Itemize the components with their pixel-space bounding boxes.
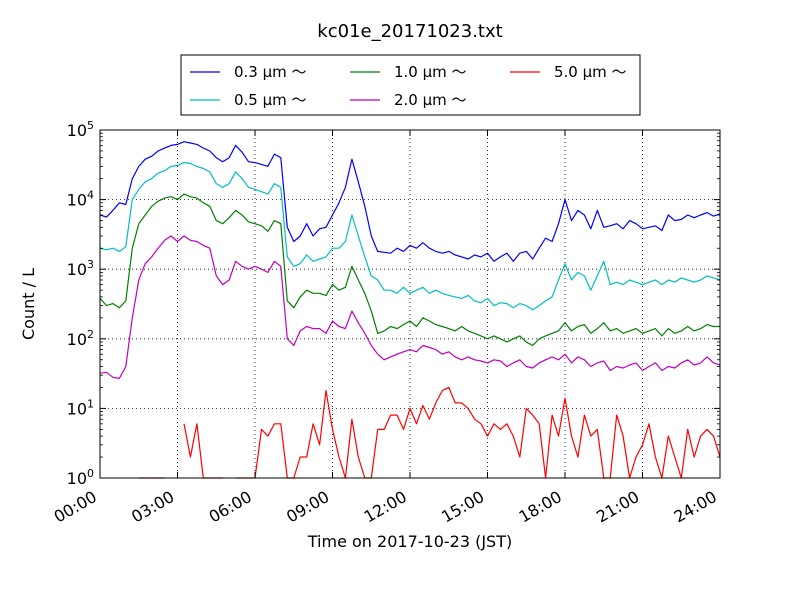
series-line-2 [99,162,721,311]
legend-box [180,54,641,116]
y-tick-label: 101 [67,397,94,418]
y-tick-label: 103 [67,258,94,279]
legend-entry-label: 0.3 μm ～ [234,63,307,81]
y-tick-label: 105 [67,119,94,140]
legend-entry-label: 5.0 μm ～ [554,63,627,81]
legend-entry-label: 0.5 μm ～ [234,91,307,109]
series-line-3 [99,193,720,347]
x-axis-label: Time on 2017-10-23 (JST) [307,532,512,551]
legend-entry-label: 1.0 μm ～ [394,63,467,81]
series-line-1 [99,141,721,262]
y-tick-label: 104 [67,189,94,210]
y-axis-label: Count / L [19,268,38,340]
legend-entry-label: 2.0 μm ～ [394,91,467,109]
y-tick-label: 102 [67,328,94,349]
legend: 0.3 μm ～ 0.5 μm ～ 1.0 μm ～ 2.0 μm ～ 5.0 μm ～ [180,54,641,116]
y-tick-label: 100 [67,467,94,488]
chart-title: kc01e_20171023.txt [317,21,502,42]
grid [100,130,720,478]
series-line-4 [99,235,721,379]
